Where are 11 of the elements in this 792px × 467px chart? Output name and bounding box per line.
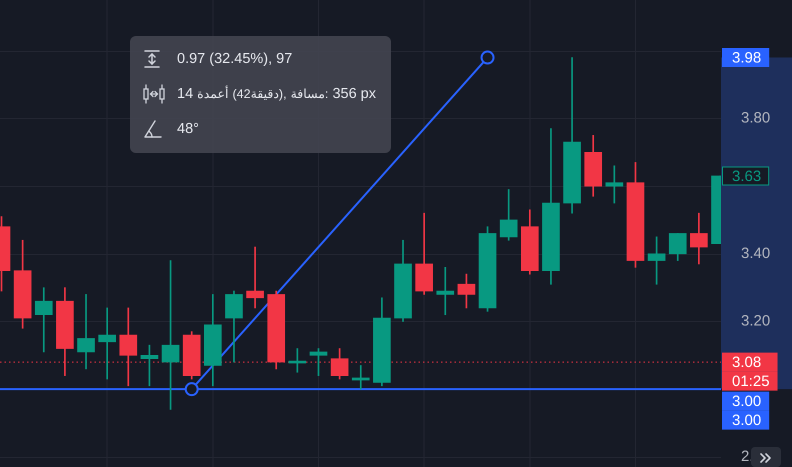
y-tick-label: 3.80	[741, 110, 770, 127]
text: 3.63	[732, 168, 762, 186]
annotation: 48°	[177, 121, 199, 137]
text: 3.98	[732, 50, 762, 67]
ref-line-label: 3.08	[732, 354, 762, 372]
text: 01:25	[732, 373, 770, 390]
legend-label: 3.00	[732, 412, 762, 430]
text: 3.00	[732, 393, 762, 410]
annotation: 0.97 (32.45%), 97	[177, 51, 292, 67]
y-tick-label: 3.40	[741, 244, 770, 262]
y-tick-label: 3.20	[741, 312, 770, 330]
